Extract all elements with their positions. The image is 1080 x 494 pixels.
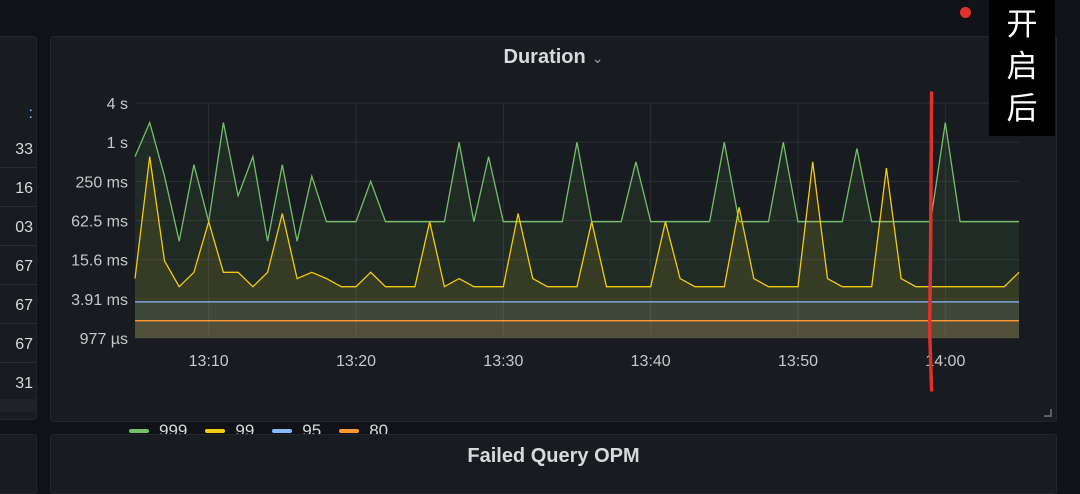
- left-panel-value: 03: [15, 219, 33, 236]
- y-tick-label: 1 s: [107, 135, 128, 152]
- left-panel-row-divider: [0, 323, 36, 324]
- duration-chart[interactable]: 4 s 1 s 250 ms 62.5 ms 15.6 ms 3.91 ms 977 µs 1…: [0, 0, 1080, 481]
- panel-title[interactable]: Duration ⌄: [51, 46, 1056, 69]
- left-stat-panel: : 33 16 03 67 67 67 31: [0, 36, 37, 420]
- series-line-99: [134, 156, 1020, 288]
- series-area-80: [135, 320, 1019, 338]
- legend-swatch: [129, 429, 149, 433]
- y-tick-label: 3.91 ms: [71, 292, 128, 309]
- x-tick-label: 13:10: [189, 353, 229, 370]
- series-area-99: [135, 156, 1019, 338]
- series-area-95: [135, 301, 1019, 338]
- left-panel-value: 67: [15, 297, 33, 314]
- left-panel-value: 67: [15, 258, 33, 275]
- x-tick-label: 13:50: [778, 353, 818, 370]
- y-tick-label: 977 µs: [80, 331, 128, 348]
- panel-title-text: Duration: [503, 46, 586, 68]
- y-tick-label: 4 s: [107, 96, 128, 113]
- panel-title[interactable]: Failed Query OPM: [467, 445, 640, 467]
- failed-query-opm-panel: Failed Query OPM: [50, 434, 1057, 494]
- annotation-marker-line: [927, 91, 934, 392]
- left-panel-value: 33: [15, 141, 33, 158]
- left-panel-value: 67: [15, 336, 33, 353]
- x-tick-label: 13:20: [336, 353, 376, 370]
- bottom-left-panel: [0, 434, 37, 494]
- left-panel-value: 16: [15, 180, 33, 197]
- x-tick-label: 13:40: [631, 353, 671, 370]
- y-tick-label: 62.5 ms: [71, 214, 128, 231]
- legend-swatch: [205, 429, 226, 433]
- left-panel-top-glyph: :: [28, 105, 33, 122]
- left-panel-row-divider: [0, 245, 36, 246]
- duration-panel: Duration ⌄ 999 99 95 80: [50, 36, 1057, 440]
- x-tick-label: 14:00: [925, 353, 965, 370]
- y-tick-label: 15.6 ms: [71, 253, 128, 270]
- legend-swatch: [339, 429, 360, 433]
- series-line-999: [134, 120, 1019, 242]
- left-panel-value: 31: [15, 375, 33, 392]
- left-panel-row-divider: [0, 206, 36, 207]
- y-tick-label: 250 ms: [76, 174, 128, 191]
- legend-swatch: [272, 429, 293, 433]
- left-panel-row-divider: [0, 284, 36, 285]
- annotation-label-box: [989, 0, 1055, 136]
- panel-resize-handle[interactable]: [1044, 409, 1052, 417]
- x-tick-label: 13:30: [483, 353, 523, 370]
- left-panel-scrollbar[interactable]: [0, 399, 36, 412]
- left-panel-row-divider: [0, 167, 36, 168]
- annotation-marker-dot: [960, 7, 971, 18]
- left-panel-row-divider: [0, 362, 36, 363]
- chevron-down-icon[interactable]: ⌄: [591, 50, 604, 66]
- annotation-label: 开启后: [1006, 7, 1038, 127]
